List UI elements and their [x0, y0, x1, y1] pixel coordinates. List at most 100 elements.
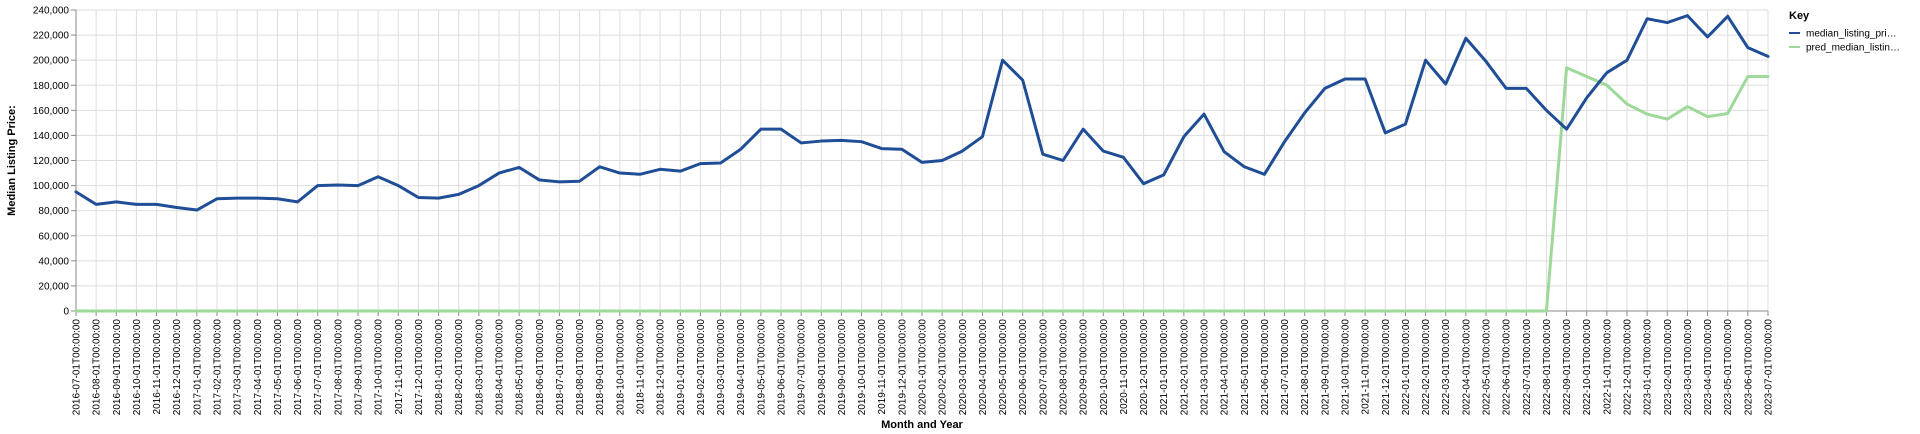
- x-tick-label: 2018-11-01T00:00:00: [636, 319, 647, 415]
- grid-lines: [75, 9, 1769, 312]
- x-tick-label: 2021-02-01T00:00:00: [1179, 319, 1190, 416]
- x-tick-label: 2017-01-01T00:00:00: [192, 319, 203, 416]
- x-tick-label: 2020-10-01T00:00:00: [1099, 319, 1110, 416]
- x-tick-label: 2018-07-01T00:00:00: [555, 319, 566, 416]
- legend-label: pred_median_listin…: [1806, 43, 1900, 54]
- x-tick-label: 2023-05-01T00:00:00: [1723, 319, 1734, 416]
- x-tick-label: 2018-02-01T00:00:00: [454, 319, 465, 416]
- x-tick-label: 2021-09-01T00:00:00: [1320, 319, 1331, 416]
- series-line-pred-median-listing-price: [74, 66, 1770, 313]
- x-tick-label: 2019-01-01T00:00:00: [676, 319, 687, 416]
- x-tick-label: 2021-11-01T00:00:00: [1361, 319, 1372, 415]
- x-tick-label: 2020-01-01T00:00:00: [918, 319, 929, 416]
- x-tick-label: 2017-10-01T00:00:00: [374, 319, 385, 416]
- x-tick-label: 2022-05-01T00:00:00: [1482, 319, 1493, 416]
- legend-label: median_listing_pri…: [1806, 29, 1897, 40]
- x-tick-label: 2019-11-01T00:00:00: [877, 319, 888, 415]
- x-tick-label: 2022-09-01T00:00:00: [1562, 319, 1573, 416]
- x-tick-label: 2019-04-01T00:00:00: [736, 319, 747, 416]
- y-tick-label: 180,000: [33, 81, 70, 92]
- x-tick-label: 2017-04-01T00:00:00: [253, 319, 264, 416]
- y-tick-label: 0: [63, 307, 69, 318]
- x-tick-label: 2021-07-01T00:00:00: [1280, 319, 1291, 416]
- x-tick-label: 2022-02-01T00:00:00: [1421, 319, 1432, 416]
- x-tick-label: 2020-04-01T00:00:00: [978, 319, 989, 416]
- x-axis-title: Month and Year: [881, 419, 963, 431]
- x-tick-label: 2022-03-01T00:00:00: [1441, 319, 1452, 416]
- x-tick-label: 2016-11-01T00:00:00: [152, 319, 163, 415]
- legend-title: Key: [1789, 10, 1810, 22]
- y-tick-label: 40,000: [38, 256, 69, 267]
- x-tick-label: 2020-07-01T00:00:00: [1038, 319, 1049, 416]
- x-tick-label: 2022-07-01T00:00:00: [1522, 319, 1533, 416]
- x-tick-label: 2017-06-01T00:00:00: [293, 319, 304, 416]
- x-tick-label: 2022-06-01T00:00:00: [1502, 319, 1513, 416]
- x-tick-label: 2018-10-01T00:00:00: [615, 319, 626, 416]
- x-tick-label: 2019-09-01T00:00:00: [837, 319, 848, 416]
- x-tick-label: 2020-02-01T00:00:00: [938, 319, 949, 416]
- x-tick-label: 2019-06-01T00:00:00: [777, 319, 788, 416]
- x-tick-label: 2019-12-01T00:00:00: [897, 319, 908, 416]
- x-tick-label: 2019-08-01T00:00:00: [817, 319, 828, 416]
- x-tick-label: 2023-07-01T00:00:00: [1764, 319, 1775, 416]
- y-tick-label: 80,000: [38, 206, 69, 217]
- x-tick-label: 2018-01-01T00:00:00: [434, 319, 445, 416]
- series-layer: [74, 14, 1770, 313]
- x-tick-label: 2017-05-01T00:00:00: [273, 319, 284, 416]
- x-tick-label: 2023-01-01T00:00:00: [1643, 319, 1654, 416]
- x-tick-label: 2020-09-01T00:00:00: [1079, 319, 1090, 416]
- x-tick-label: 2021-05-01T00:00:00: [1240, 319, 1251, 416]
- x-tick-label: 2021-10-01T00:00:00: [1341, 319, 1352, 416]
- x-axis: 2016-07-01T00:00:00 2016-08-01T00:00:00 20…: [72, 310, 1775, 416]
- x-tick-label: 2017-07-01T00:00:00: [313, 319, 324, 416]
- x-tick-label: 2017-11-01T00:00:00: [394, 319, 405, 415]
- x-tick-label: 2021-01-01T00:00:00: [1159, 319, 1170, 416]
- x-tick-label: 2022-01-01T00:00:00: [1401, 319, 1412, 416]
- y-tick-label: 160,000: [33, 106, 70, 117]
- x-tick-label: 2017-08-01T00:00:00: [333, 319, 344, 416]
- x-tick-label: 2021-06-01T00:00:00: [1260, 319, 1271, 416]
- y-axis-title: Median Listing Price:: [6, 105, 18, 216]
- y-axis: 0 20,000 40,000 60,000 80,000 100,000 120,000 1…: [33, 6, 77, 318]
- y-tick-label: 20,000: [38, 281, 69, 292]
- x-tick-label: 2018-04-01T00:00:00: [495, 319, 506, 416]
- x-tick-label: 2021-03-01T00:00:00: [1200, 319, 1211, 416]
- x-tick-label: 2020-08-01T00:00:00: [1059, 319, 1070, 416]
- x-tick-label: 2023-04-01T00:00:00: [1703, 319, 1714, 416]
- x-tick-label: 2018-09-01T00:00:00: [595, 319, 606, 416]
- y-tick-label: 60,000: [38, 231, 69, 242]
- y-tick-label: 200,000: [33, 56, 70, 67]
- x-tick-label: 2020-11-01T00:00:00: [1119, 319, 1130, 415]
- x-tick-label: 2023-06-01T00:00:00: [1743, 319, 1754, 416]
- x-tick-label: 2016-08-01T00:00:00: [92, 319, 103, 416]
- x-tick-label: 2020-06-01T00:00:00: [1018, 319, 1029, 416]
- x-tick-label: 2018-03-01T00:00:00: [474, 319, 485, 416]
- x-tick-label: 2023-02-01T00:00:00: [1663, 319, 1674, 416]
- x-tick-label: 2022-10-01T00:00:00: [1582, 319, 1593, 416]
- x-tick-label: 2021-04-01T00:00:00: [1220, 319, 1231, 416]
- y-tick-label: 120,000: [33, 156, 70, 167]
- x-tick-label: 2019-05-01T00:00:00: [756, 319, 767, 416]
- x-tick-label: 2021-12-01T00:00:00: [1381, 319, 1392, 416]
- x-tick-label: 2018-08-01T00:00:00: [575, 319, 586, 416]
- x-tick-label: 2018-12-01T00:00:00: [656, 319, 667, 416]
- x-tick-label: 2020-03-01T00:00:00: [958, 319, 969, 416]
- x-tick-label: 2022-04-01T00:00:00: [1461, 319, 1472, 416]
- x-tick-label: 2016-09-01T00:00:00: [112, 319, 123, 416]
- x-tick-label: 2019-07-01T00:00:00: [797, 319, 808, 416]
- legend: Key median_listing_pri… pred_median_listi…: [1789, 10, 1900, 54]
- x-tick-label: 2020-12-01T00:00:00: [1139, 319, 1150, 416]
- x-tick-label: 2022-12-01T00:00:00: [1623, 319, 1634, 416]
- x-tick-label: 2022-08-01T00:00:00: [1542, 319, 1553, 416]
- x-tick-label: 2017-02-01T00:00:00: [213, 319, 224, 416]
- x-tick-label: 2016-12-01T00:00:00: [172, 319, 183, 416]
- x-tick-label: 2016-07-01T00:00:00: [72, 319, 83, 416]
- x-tick-label: 2017-03-01T00:00:00: [233, 319, 244, 416]
- series-line-median-listing-price: [74, 14, 1770, 212]
- x-tick-label: 2021-08-01T00:00:00: [1300, 319, 1311, 416]
- y-tick-label: 140,000: [33, 131, 70, 142]
- y-tick-label: 100,000: [33, 181, 70, 192]
- x-tick-label: 2019-10-01T00:00:00: [857, 319, 868, 416]
- x-tick-label: 2017-12-01T00:00:00: [414, 319, 425, 416]
- x-tick-label: 2019-03-01T00:00:00: [716, 319, 727, 416]
